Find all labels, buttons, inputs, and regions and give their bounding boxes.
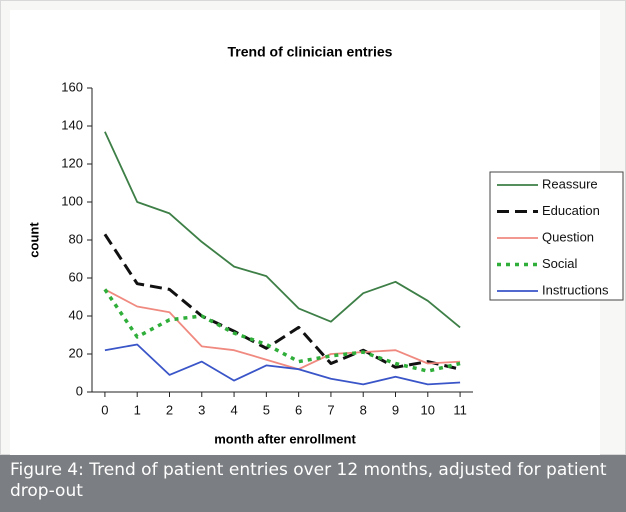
- y-tick-label: 0: [76, 383, 83, 398]
- y-tick-label: 160: [61, 79, 83, 94]
- x-tick-label: 0: [101, 402, 108, 417]
- y-tick-label: 80: [69, 231, 83, 246]
- y-tick-label: 60: [69, 269, 83, 284]
- series-line: [104, 343, 461, 386]
- y-tick-label: 140: [61, 117, 83, 132]
- y-axis-label: count: [26, 222, 41, 258]
- x-tick-label: 1: [134, 402, 141, 417]
- legend-label: Question: [542, 229, 594, 244]
- y-tick-label: 20: [69, 345, 83, 360]
- legend-label: Social: [542, 256, 578, 271]
- series-line: [104, 131, 461, 329]
- series-line: [104, 288, 461, 371]
- series-line: [103, 233, 461, 371]
- y-tick-label: 100: [61, 193, 83, 208]
- caption: Figure 4: Trend of patient entries over …: [0, 455, 626, 512]
- y-tick-label: 40: [69, 307, 83, 322]
- x-tick-label: 8: [360, 402, 367, 417]
- legend-label: Education: [542, 203, 600, 218]
- x-tick-label: 10: [421, 402, 435, 417]
- x-tick-label: 6: [295, 402, 302, 417]
- chart: Trend of clinician entries month after e…: [0, 0, 626, 455]
- legend-label: Instructions: [542, 282, 609, 297]
- x-axis-label: month after enrollment: [214, 431, 356, 446]
- legend-label: Reassure: [542, 176, 598, 191]
- x-tick-label: 4: [230, 402, 237, 417]
- x-tick-label: 3: [198, 402, 205, 417]
- x-tick-label: 11: [453, 402, 467, 417]
- y-tick-label: 120: [61, 155, 83, 170]
- legend-box: [489, 171, 624, 301]
- x-tick-label: 2: [166, 402, 173, 417]
- x-tick-label: 5: [263, 402, 270, 417]
- x-tick-label: 9: [392, 402, 399, 417]
- chart-title: Trend of clinician entries: [228, 44, 393, 60]
- x-tick-label: 7: [327, 402, 334, 417]
